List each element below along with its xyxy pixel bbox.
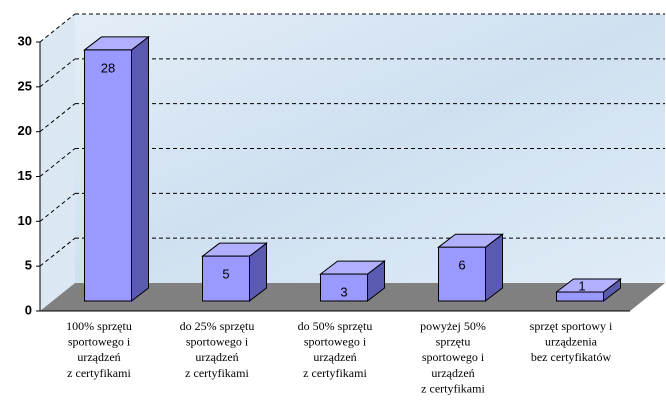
y-tick-label: 30 <box>18 33 32 48</box>
grid-line <box>39 13 76 43</box>
value-label: 6 <box>458 258 465 273</box>
bar <box>202 255 250 302</box>
x-tick-label: do 25% sprzętu sportowego i urządzeń z cert… <box>180 319 255 380</box>
x-tick-label: 100% sprzętu sportowego i urządzeń z certyf… <box>66 319 132 380</box>
y-tick-label: 5 <box>25 258 32 273</box>
x-tick-label: sprzęt sportowy i urządzenia bez certyfika… <box>530 319 613 364</box>
y-tick-label: 10 <box>18 213 32 228</box>
y-tick-label: 20 <box>18 123 32 138</box>
bar-side <box>131 35 149 303</box>
value-label: 5 <box>222 267 229 282</box>
bar <box>438 246 486 302</box>
value-label: 3 <box>340 285 347 300</box>
value-label: 28 <box>101 60 115 75</box>
grid-line <box>39 103 76 133</box>
grid-line <box>39 237 76 267</box>
y-tick-label: 15 <box>18 168 32 183</box>
y-tick-label: 25 <box>18 78 32 93</box>
x-tick-label: powyżej 50% sprzętu sportowego i urządzeń z … <box>420 319 486 395</box>
bar <box>320 273 368 302</box>
grid-line <box>39 58 76 88</box>
value-label: 1 <box>578 278 585 293</box>
grid-line <box>39 148 76 177</box>
y-tick-label: 0 <box>25 302 32 317</box>
bar <box>84 49 132 302</box>
x-tick-label: do 50% sprzętu sportowego i urządzeń z cert… <box>298 319 373 380</box>
bar <box>556 291 604 302</box>
grid-line <box>39 192 76 222</box>
